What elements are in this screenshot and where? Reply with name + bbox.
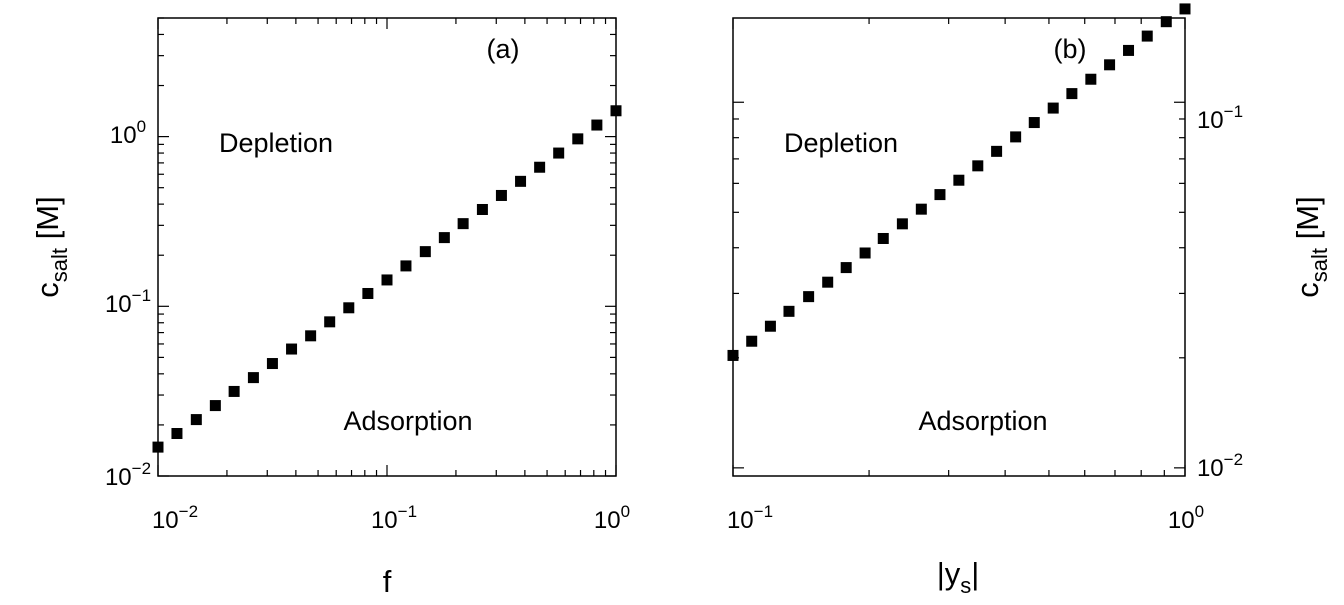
panel-a-data-point: [534, 161, 546, 173]
panel-b-data-point: [1141, 30, 1153, 42]
panel-b-ytick-label-0: 10−2: [1197, 450, 1243, 482]
panel-a-label: (a): [487, 34, 520, 64]
panel-b-data-point: [727, 349, 739, 361]
panel-b-points: [727, 3, 1191, 361]
panel-b-label: (b): [1054, 34, 1087, 64]
panel-a-data-point: [400, 260, 412, 272]
panel-b-data-point: [1047, 102, 1059, 114]
panel-b-ytick-label-1: 10−1: [1197, 102, 1243, 134]
panel-a-data-point: [457, 218, 469, 230]
panel-b-adsorption-label: Adsorption: [918, 406, 1047, 436]
panel-a-data-point: [190, 414, 202, 426]
panel-b: (b) Depletion Adsorption 10−1 100 10−2 1…: [727, 3, 1332, 598]
panel-a-points: [152, 105, 622, 453]
panel-b-data-point: [896, 218, 908, 230]
panel-a-data-point: [572, 133, 584, 145]
panel-a-ticks: [157, 17, 617, 477]
panel-a-data-point: [362, 287, 374, 299]
panel-b-data-point: [1104, 59, 1116, 71]
panel-a-data-point: [343, 302, 355, 314]
panel-b-data-point: [934, 189, 946, 201]
panel-a-ytick-label-0: 10−2: [105, 459, 151, 491]
panel-a-ylabel: csalt [M]: [30, 196, 72, 297]
panel-a-xtick-label-2: 100: [594, 502, 630, 534]
panel-a-data-point: [553, 147, 565, 159]
panel-a-data-point: [228, 385, 240, 397]
panel-b-data-point: [991, 145, 1003, 157]
panel-b-data-point: [915, 203, 927, 215]
panel-b-data-point: [783, 305, 795, 317]
panel-a-data-point: [495, 189, 507, 201]
panel-a-data-point: [591, 119, 603, 131]
panel-a-adsorption-label: Adsorption: [343, 406, 472, 436]
panel-b-data-point: [803, 291, 815, 303]
panel-b-data-point: [877, 232, 889, 244]
panel-b-data-point: [859, 247, 871, 259]
panel-a-xlabel: f: [383, 564, 392, 599]
panel-b-xtick-label-1: 100: [1168, 502, 1204, 534]
panel-b-data-point: [764, 320, 776, 332]
panel-b-data-point: [1123, 44, 1135, 56]
panel-b-data-point: [822, 276, 834, 288]
panel-b-ticks: [732, 18, 1186, 476]
panel-b-xtick-label-0: 10−1: [727, 502, 773, 534]
panel-a-ytick-label-2: 100: [110, 117, 146, 149]
panel-a-data-point: [152, 441, 164, 453]
panel-b-ylabel: csalt [M]: [1290, 196, 1332, 297]
panel-a-data-point: [324, 316, 336, 328]
panel-a-data-point: [286, 343, 298, 355]
panel-b-depletion-label: Depletion: [784, 128, 898, 158]
panel-a-data-point: [476, 203, 488, 215]
panel-b-data-point: [840, 262, 852, 274]
panel-a-data-point: [266, 358, 278, 370]
panel-a-data-point: [305, 330, 317, 342]
panel-b-frame: [732, 17, 1186, 477]
panel-a-depletion-label: Depletion: [219, 128, 333, 158]
panel-a-data-point: [171, 428, 183, 440]
panel-b-xlabel: |ys|: [937, 556, 980, 598]
panel-b-data-point: [1160, 16, 1172, 28]
panel-a-data-point: [610, 105, 622, 117]
panel-a-ytick-label-1: 10−1: [105, 286, 151, 318]
panel-b-data-point: [1085, 73, 1097, 85]
panel-b-data-point: [1028, 117, 1040, 129]
panel-b-data-point: [953, 174, 965, 186]
panel-a-data-point: [419, 246, 431, 258]
panel-a-data-point: [209, 400, 221, 412]
panel-b-data-point: [746, 335, 758, 347]
panel-a-xtick-label-1: 10−1: [371, 502, 417, 534]
panel-b-data-point: [972, 160, 984, 172]
panel-b-data-point: [1066, 88, 1078, 100]
panel-a: (a) Depletion Adsorption 10−2 10−1 100 1…: [30, 17, 630, 599]
panel-a-data-point: [438, 232, 450, 244]
panel-b-data-point: [1010, 131, 1022, 143]
panel-a-data-point: [515, 175, 527, 187]
panel-b-data-point: [1179, 3, 1191, 15]
panel-a-data-point: [381, 274, 393, 286]
panel-a-xtick-label-0: 10−2: [152, 502, 198, 534]
panel-a-data-point: [247, 372, 259, 384]
